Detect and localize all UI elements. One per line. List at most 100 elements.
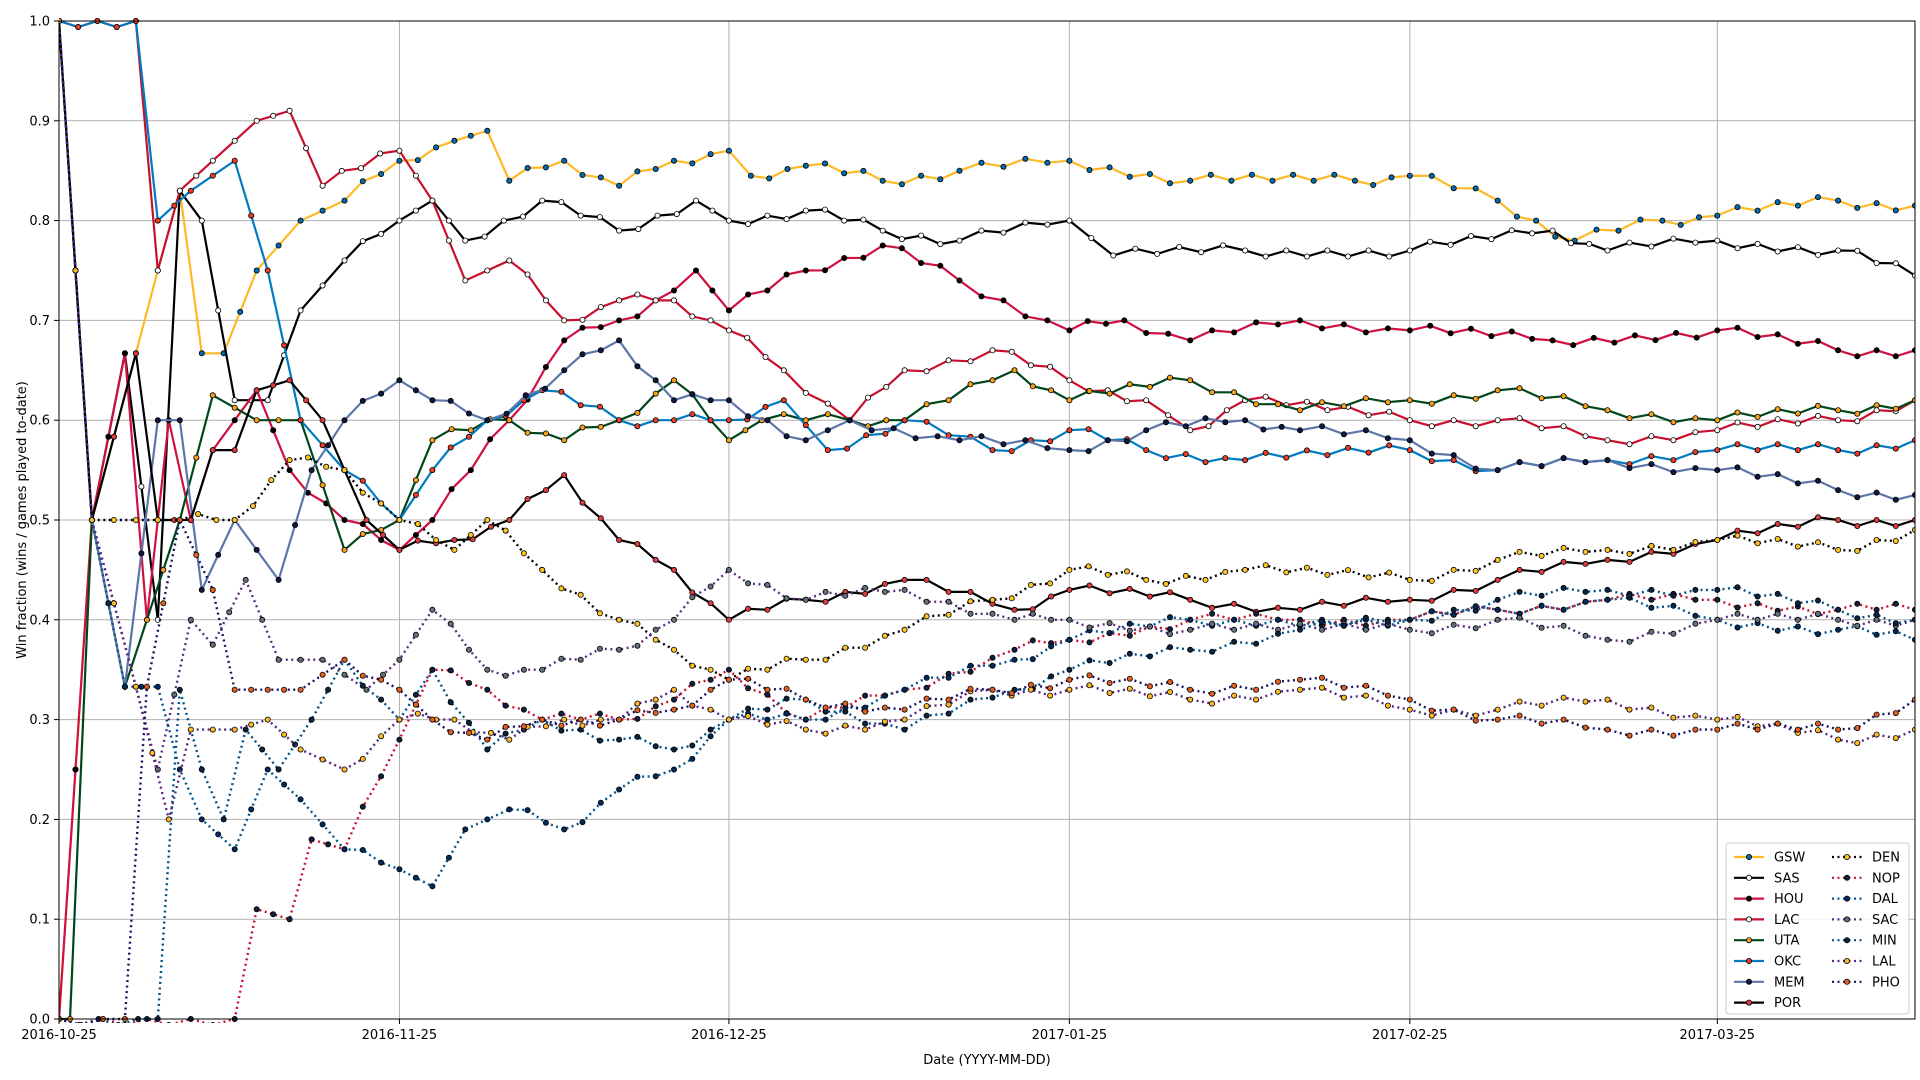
data-point: [1774, 331, 1781, 338]
data-point: [303, 145, 310, 152]
data-point: [1854, 353, 1861, 360]
data-point: [890, 425, 897, 432]
data-point: [209, 172, 216, 179]
data-point: [1774, 521, 1781, 528]
legend-item-nop: NOP: [1832, 871, 1900, 886]
data-point: [396, 147, 403, 154]
data-point: [187, 726, 194, 733]
data-point: [1549, 337, 1556, 344]
data-point: [1604, 726, 1611, 733]
data-point: [396, 686, 403, 693]
data-point: [558, 722, 565, 729]
data-point: [1648, 243, 1655, 250]
data-point: [1692, 620, 1699, 627]
data-point: [1912, 606, 1915, 613]
data-point: [1854, 740, 1861, 747]
data-point: [725, 417, 732, 424]
data-point: [1022, 313, 1029, 320]
data-point: [72, 766, 79, 773]
data-point: [1242, 417, 1249, 424]
data-point: [231, 726, 238, 733]
data-point: [304, 454, 311, 461]
data-point: [484, 816, 491, 823]
data-point: [1590, 334, 1597, 341]
data-point: [901, 576, 908, 583]
data-point: [745, 413, 752, 420]
data-point: [138, 683, 145, 690]
data-point: [802, 696, 809, 703]
series-pho: [59, 516, 1915, 1023]
data-point: [414, 710, 421, 717]
data-point: [1132, 245, 1139, 252]
y-axis: 0.0 0.1 0.2 0.3 0.4 0.5 0.6 0.7 0.8 0.9 1.0: [29, 15, 59, 1028]
data-point: [462, 826, 469, 833]
data-point: [462, 277, 469, 284]
data-point: [524, 495, 531, 502]
data-point: [1297, 427, 1304, 434]
data-point: [901, 417, 908, 424]
data-point: [671, 646, 678, 653]
data-point: [379, 671, 386, 678]
data-point: [359, 803, 366, 810]
data-point: [1269, 177, 1276, 184]
y-tick-label: 1.0: [29, 15, 50, 30]
data-point: [1892, 628, 1899, 635]
data-point: [1163, 419, 1170, 426]
data-point: [1297, 407, 1304, 414]
data-point: [673, 211, 680, 218]
data-point: [742, 427, 749, 434]
data-point: [1626, 592, 1633, 599]
data-point: [1231, 638, 1238, 645]
data-point: [989, 347, 996, 354]
data-point: [502, 723, 509, 730]
data-point: [242, 726, 249, 733]
data-point: [429, 517, 436, 524]
data-point: [1734, 324, 1741, 331]
data-point: [693, 197, 700, 204]
data-point: [1000, 297, 1007, 304]
legend-marker: [1844, 937, 1851, 944]
data-point: [634, 541, 641, 548]
legend-label: UTA: [1774, 934, 1799, 949]
data-point: [1892, 710, 1899, 717]
data-point: [1468, 325, 1475, 332]
legend-label: GSW: [1774, 851, 1805, 866]
data-point: [1873, 631, 1880, 638]
data-point: [898, 245, 905, 252]
data-point: [616, 337, 623, 344]
data-point: [1516, 385, 1523, 392]
data-point: [725, 676, 732, 683]
x-tick-label: 2016-10-25: [21, 1028, 97, 1043]
series-line-gsw: [59, 129, 1915, 1020]
data-point: [231, 846, 238, 853]
data-point: [378, 170, 385, 177]
data-point: [396, 546, 403, 553]
data-point: [1066, 676, 1073, 683]
data-point: [1835, 487, 1842, 494]
data-point: [341, 546, 348, 553]
data-point: [1340, 694, 1347, 701]
data-point: [1626, 558, 1633, 565]
data-point: [824, 411, 831, 418]
data-point: [286, 377, 293, 384]
data-point: [1734, 409, 1741, 416]
data-point: [616, 716, 623, 723]
data-point: [138, 483, 145, 490]
data-point: [1275, 688, 1282, 695]
data-point: [671, 157, 678, 164]
data-point: [231, 686, 238, 693]
data-point: [1126, 685, 1133, 692]
data-point: [1626, 239, 1633, 246]
data-point: [1754, 447, 1761, 454]
data-point: [802, 267, 809, 274]
data-point: [1066, 157, 1073, 164]
data-point: [1552, 233, 1559, 240]
data-point: [506, 806, 513, 813]
data-point: [1529, 335, 1536, 342]
data-point: [671, 746, 678, 753]
data-point: [506, 736, 513, 743]
legend-item-gsw: GSW: [1734, 851, 1805, 866]
data-point: [1365, 449, 1372, 456]
data-point: [1604, 407, 1611, 414]
data-point: [597, 304, 604, 311]
